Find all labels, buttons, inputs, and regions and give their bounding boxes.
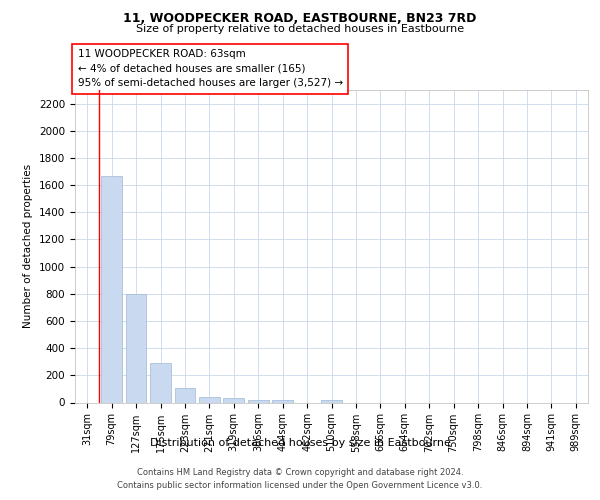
Bar	[199, 397, 220, 402]
Text: 11, WOODPECKER ROAD, EASTBOURNE, BN23 7RD: 11, WOODPECKER ROAD, EASTBOURNE, BN23 7R…	[124, 12, 476, 26]
Bar	[175, 388, 196, 402]
Text: Distribution of detached houses by size in Eastbourne: Distribution of detached houses by size …	[149, 438, 451, 448]
Bar	[272, 400, 293, 402]
Bar	[223, 398, 244, 402]
Text: Contains public sector information licensed under the Open Government Licence v3: Contains public sector information licen…	[118, 480, 482, 490]
Text: 11 WOODPECKER ROAD: 63sqm
← 4% of detached houses are smaller (165)
95% of semi-: 11 WOODPECKER ROAD: 63sqm ← 4% of detach…	[77, 49, 343, 88]
Bar	[150, 363, 171, 403]
Bar	[125, 294, 146, 403]
Y-axis label: Number of detached properties: Number of detached properties	[23, 164, 34, 328]
Text: Size of property relative to detached houses in Eastbourne: Size of property relative to detached ho…	[136, 24, 464, 34]
Bar	[248, 400, 269, 402]
Bar	[321, 400, 342, 402]
Bar	[101, 176, 122, 402]
Text: Contains HM Land Registry data © Crown copyright and database right 2024.: Contains HM Land Registry data © Crown c…	[137, 468, 463, 477]
